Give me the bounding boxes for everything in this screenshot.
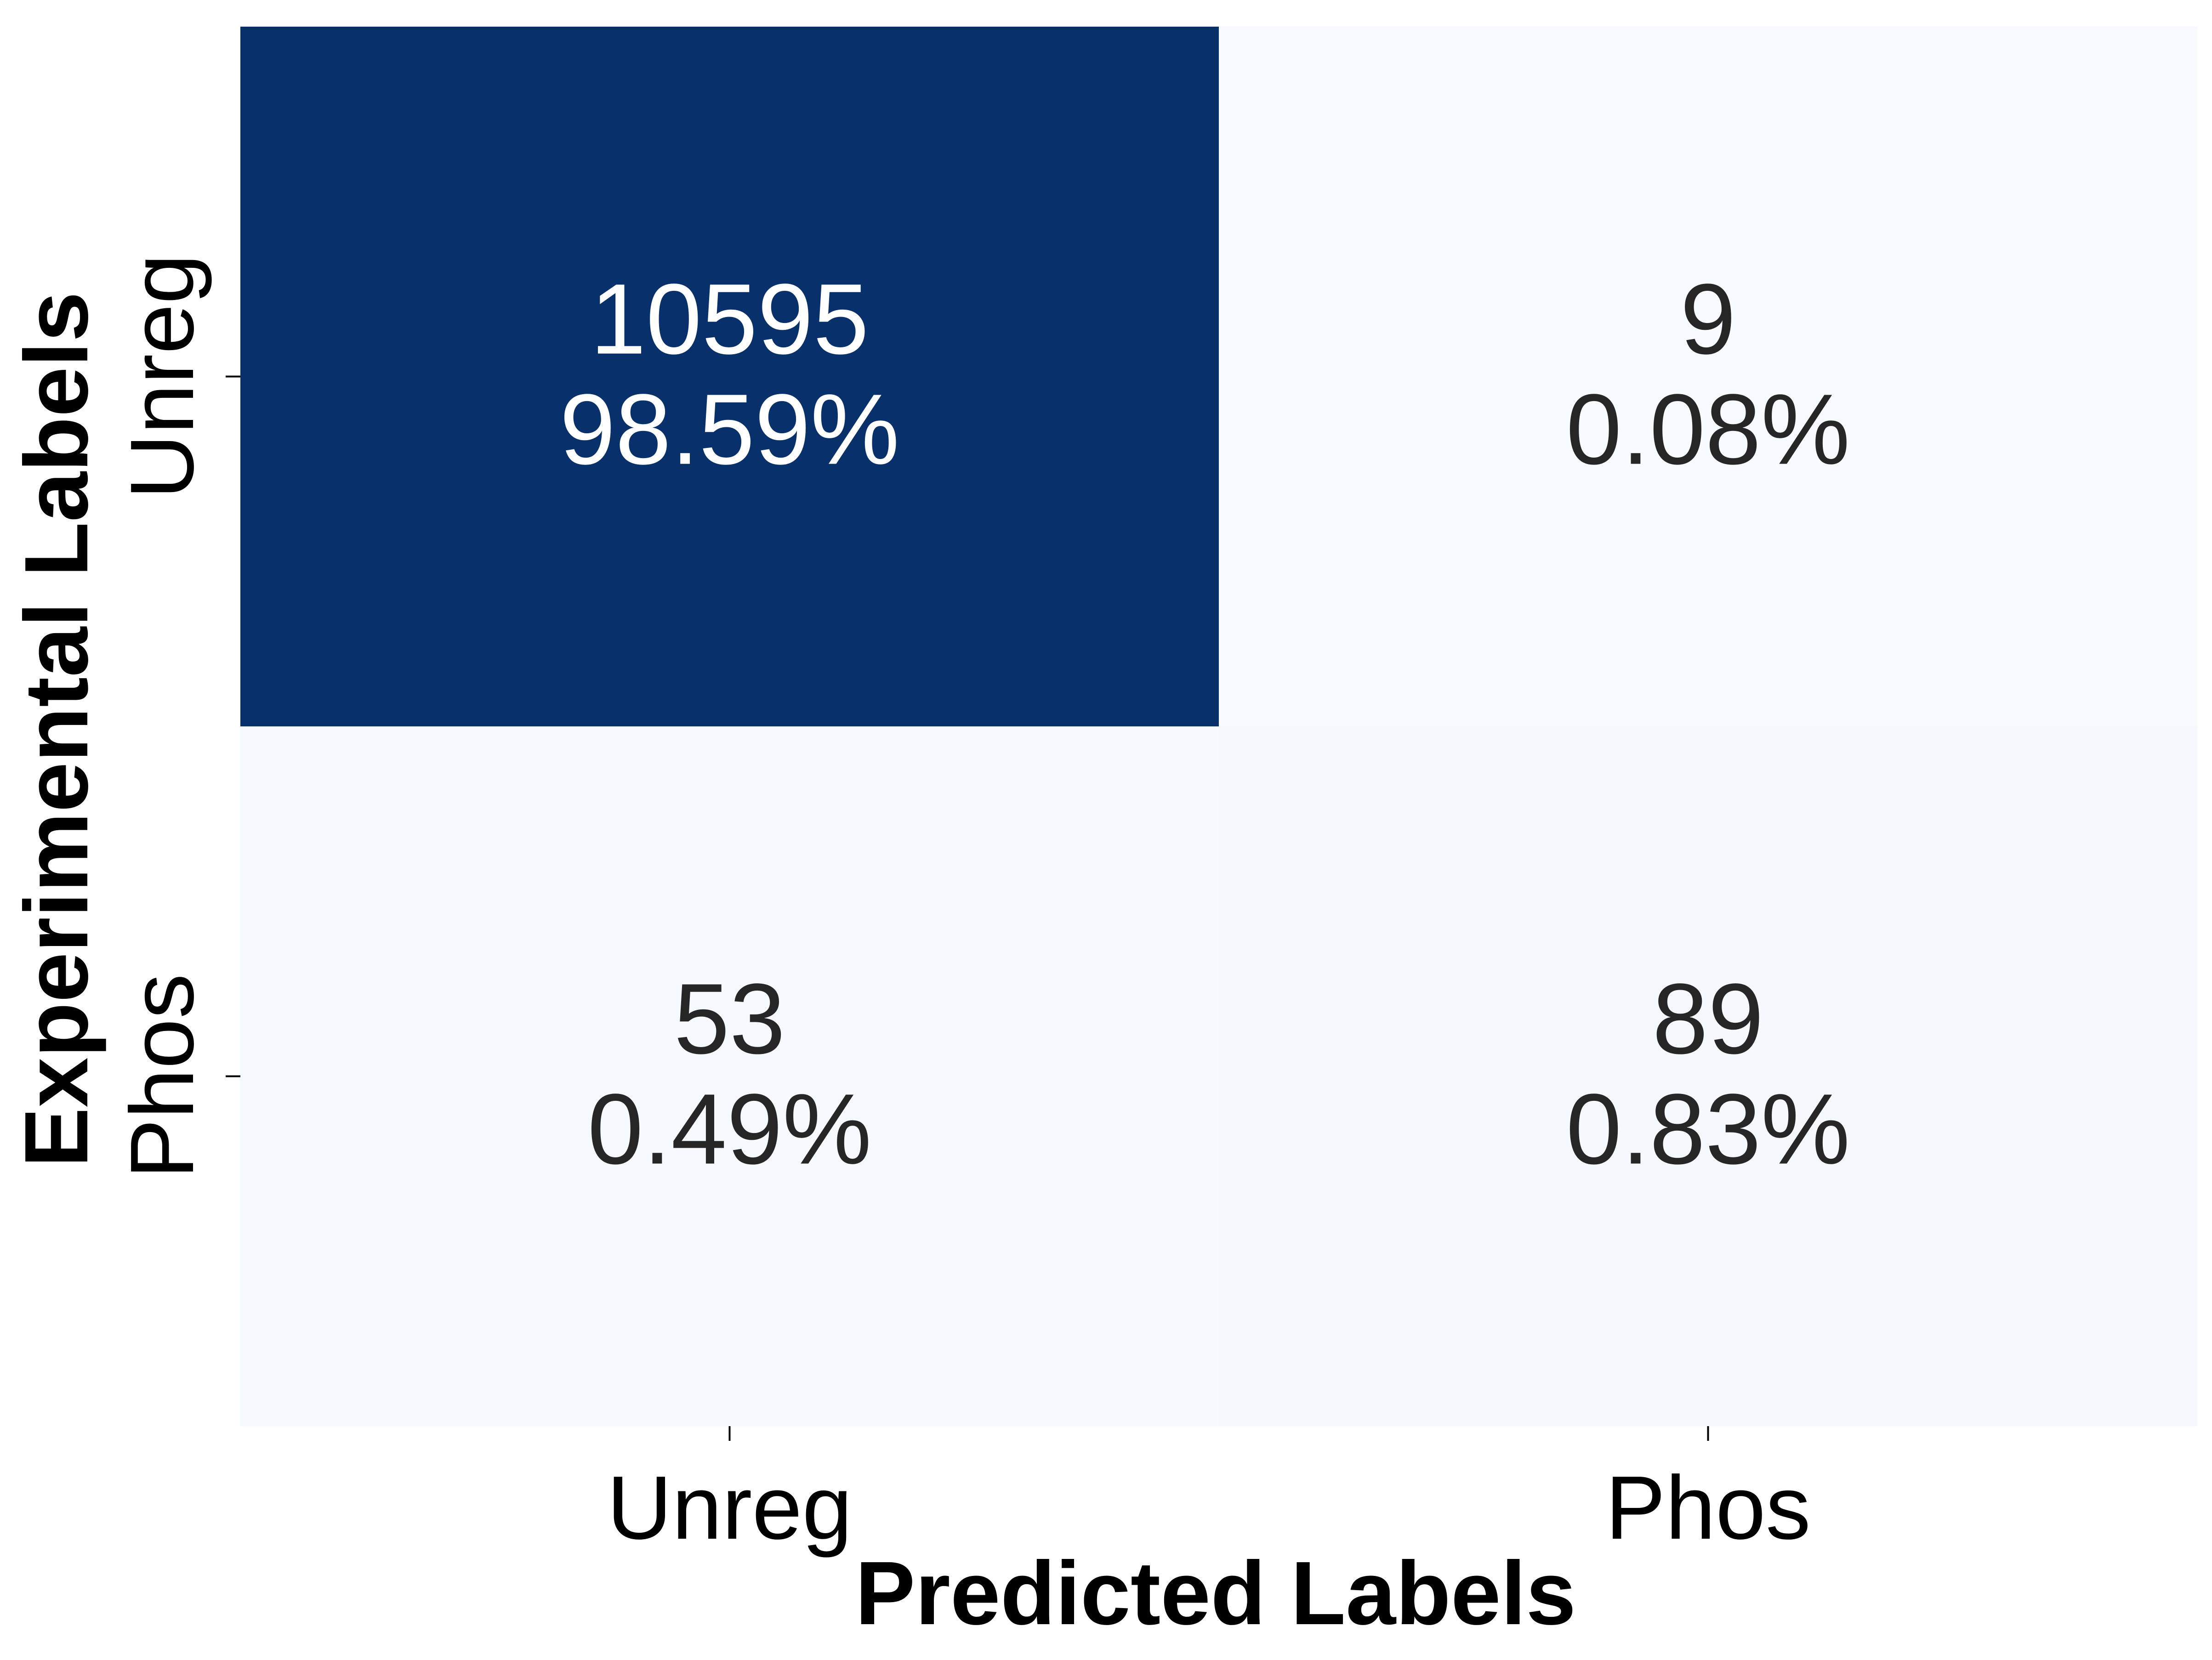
heatmap-cell-unreg-unreg: [240, 27, 1219, 727]
heatmap-cell-unreg-phos: [1219, 27, 2198, 727]
x-tick-label-unreg: Unreg: [607, 1457, 853, 1558]
y-axis-title: Experimental Labels: [6, 292, 107, 1167]
cell-count-phos-unreg: 53: [674, 963, 785, 1075]
y-tick-label-unreg: Unreg: [112, 254, 212, 499]
x-tick-label-phos: Phos: [1605, 1457, 1811, 1558]
cell-count-phos-phos: 89: [1652, 963, 1763, 1075]
heatmap-cells: [240, 27, 2198, 1427]
cell-percentage-phos-phos: 0.83%: [1566, 1074, 1850, 1185]
tick-labels: Unreg Phos Unreg Phos: [112, 254, 1811, 1558]
cell-count-unreg-unreg: 10595: [590, 264, 869, 375]
axis-ticks: [226, 375, 1709, 1441]
cell-percentage-unreg-unreg: 98.59%: [560, 374, 899, 486]
cell-percentage-phos-unreg: 0.49%: [587, 1074, 871, 1185]
heatmap-cell-phos-unreg: [240, 726, 1219, 1427]
heatmap-cell-phos-phos: [1219, 726, 2198, 1427]
x-axis-title: Predicted Labels: [855, 1543, 1576, 1643]
y-tick-label-phos: Phos: [112, 974, 212, 1179]
cell-percentage-unreg-phos: 0.08%: [1566, 374, 1850, 486]
cell-count-unreg-phos: 9: [1680, 264, 1736, 375]
